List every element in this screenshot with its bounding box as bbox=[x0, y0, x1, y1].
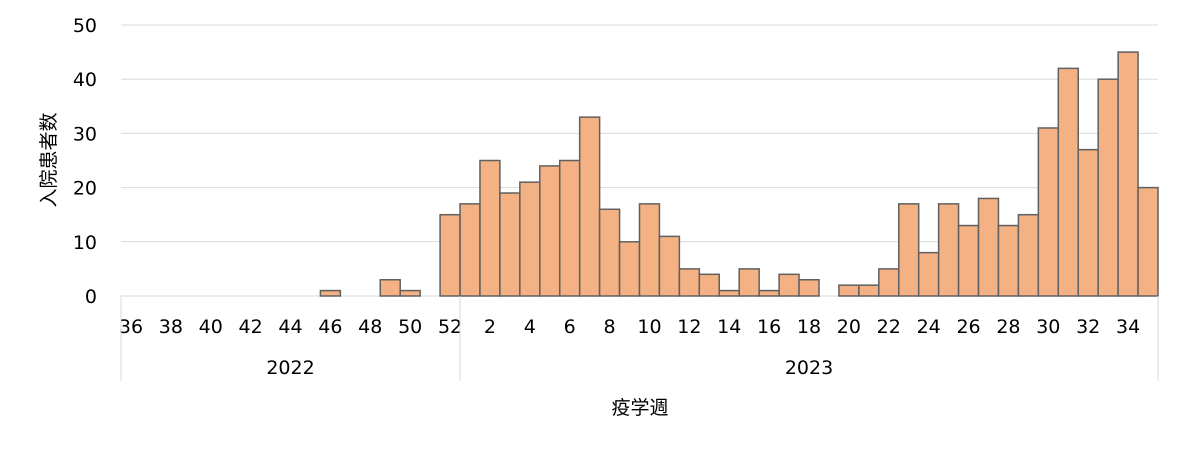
bar bbox=[838, 284, 860, 297]
bar bbox=[539, 165, 561, 297]
x-axis-year-groups: 2022 2023 bbox=[120, 296, 1159, 381]
bar bbox=[1037, 127, 1060, 297]
y-tick-label: 10 bbox=[73, 232, 97, 254]
gridlines bbox=[121, 24, 1158, 297]
bar bbox=[718, 289, 740, 297]
y-axis-ticks: 0 10 20 30 40 50 bbox=[73, 15, 97, 308]
x-tick-label: 16 bbox=[757, 316, 781, 338]
x-tick-label: 20 bbox=[837, 316, 861, 338]
x-tick-label: 22 bbox=[877, 316, 901, 338]
bar bbox=[1057, 67, 1079, 297]
x-tick-label: 6 bbox=[564, 316, 576, 338]
y-tick-label: 50 bbox=[73, 15, 97, 37]
y-tick-label: 0 bbox=[85, 286, 97, 308]
bars bbox=[319, 51, 1159, 297]
x-tick-label: 12 bbox=[677, 316, 701, 338]
bar bbox=[479, 159, 501, 297]
bar bbox=[658, 235, 681, 297]
x-tick-label: 2 bbox=[484, 316, 496, 338]
x-tick-label: 52 bbox=[438, 316, 462, 338]
bar bbox=[319, 289, 342, 297]
bar bbox=[997, 224, 1020, 297]
bar bbox=[459, 203, 481, 297]
bar bbox=[1117, 51, 1139, 297]
bar bbox=[578, 116, 601, 297]
bar bbox=[638, 203, 661, 297]
bar bbox=[1017, 213, 1040, 297]
bar bbox=[558, 159, 581, 297]
bar bbox=[977, 197, 1000, 297]
x-axis-week-ticks: 36 38 40 42 44 46 48 50 52 2 4 6 8 10 12 14 16 18 20 22 24 26… bbox=[119, 316, 1140, 338]
bar bbox=[858, 284, 880, 297]
bar bbox=[519, 181, 541, 297]
x-tick-label: 48 bbox=[358, 316, 382, 338]
y-tick-label: 30 bbox=[73, 123, 97, 145]
y-tick-label: 40 bbox=[73, 69, 97, 91]
bar bbox=[678, 268, 701, 297]
bar bbox=[618, 241, 641, 297]
year-label: 2023 bbox=[785, 357, 833, 379]
bar bbox=[499, 192, 521, 297]
x-tick-label: 46 bbox=[318, 316, 342, 338]
x-tick-label: 32 bbox=[1076, 316, 1100, 338]
bar bbox=[798, 278, 820, 297]
x-axis-title: 疫学週 bbox=[611, 397, 668, 419]
x-tick-label: 36 bbox=[119, 316, 143, 338]
x-tick-label: 10 bbox=[637, 316, 661, 338]
x-tick-label: 28 bbox=[996, 316, 1020, 338]
x-tick-label: 26 bbox=[956, 316, 980, 338]
x-tick-label: 24 bbox=[917, 316, 941, 338]
bar bbox=[439, 213, 461, 297]
bar bbox=[399, 289, 421, 297]
x-tick-label: 42 bbox=[239, 316, 263, 338]
x-tick-label: 18 bbox=[797, 316, 821, 338]
x-tick-label: 40 bbox=[199, 316, 223, 338]
x-tick-label: 8 bbox=[604, 316, 616, 338]
y-axis-title: 入院患者数 bbox=[38, 112, 60, 207]
year-label: 2022 bbox=[266, 357, 314, 379]
bar bbox=[917, 251, 940, 297]
bar bbox=[1097, 78, 1119, 297]
bar bbox=[738, 268, 760, 297]
x-tick-label: 38 bbox=[159, 316, 183, 338]
x-tick-label: 50 bbox=[398, 316, 422, 338]
x-tick-label: 34 bbox=[1116, 316, 1140, 338]
y-tick-label: 20 bbox=[73, 178, 97, 200]
x-tick-label: 44 bbox=[278, 316, 302, 338]
bar bbox=[778, 273, 800, 297]
bar bbox=[1137, 186, 1159, 297]
bar bbox=[758, 289, 780, 297]
x-tick-label: 4 bbox=[524, 316, 536, 338]
bar bbox=[937, 203, 960, 297]
x-tick-label: 14 bbox=[717, 316, 741, 338]
bar bbox=[878, 268, 900, 297]
bar bbox=[898, 203, 920, 297]
bar bbox=[598, 208, 621, 297]
x-tick-label: 30 bbox=[1036, 316, 1060, 338]
bar bbox=[957, 224, 980, 297]
bar bbox=[1077, 148, 1099, 297]
bar bbox=[698, 273, 721, 297]
bar bbox=[379, 278, 401, 297]
